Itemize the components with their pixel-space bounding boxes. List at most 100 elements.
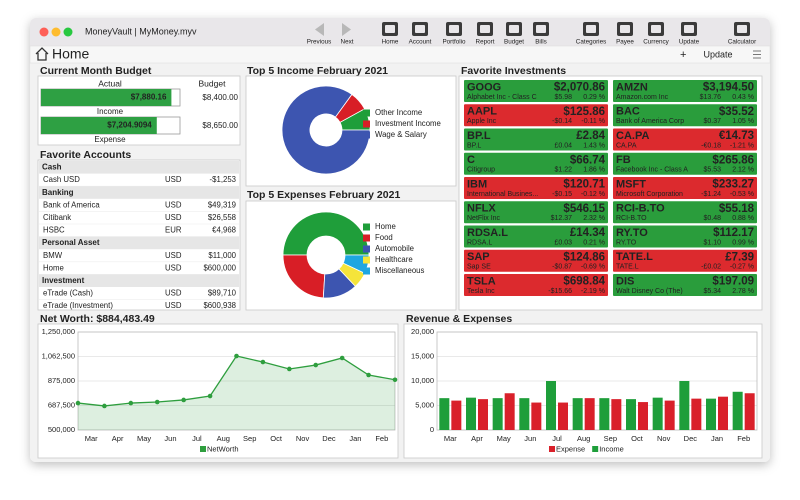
tile-change: £0.03 (554, 239, 572, 246)
investment-tile[interactable]: RY.TO $112.17 RY.TO $1.10 0.99 % (613, 225, 757, 248)
investment-tile[interactable]: C $66.74 Citigroup $1.22 1.86 % (464, 152, 608, 175)
toolbar-button[interactable]: Update (679, 22, 700, 46)
section-title: Top 5 Income February 2021 (247, 65, 388, 77)
investment-tile[interactable]: TSLA $698.84 Tesla Inc -$15.66 -2.19 % (464, 274, 608, 296)
tile-background (464, 80, 608, 102)
toolbar-button[interactable]: Portfolio (442, 22, 466, 46)
tile-percent: 1.43 % (583, 142, 605, 149)
tile-name: RY.TO (616, 239, 637, 246)
update-button[interactable]: Update (703, 49, 732, 59)
account-currency: EUR (165, 226, 182, 235)
investment-tile[interactable]: FB $265.86 Facebook Inc - Class A $5.53 2.12… (613, 152, 757, 175)
toolbar-button[interactable]: Home (382, 22, 399, 46)
investment-tile[interactable]: SAP $124.86 Sap SE -$0.87 -0.69 % (464, 249, 608, 272)
tile-price: $265.86 (712, 154, 754, 166)
investment-tile[interactable]: GOOG $2,070.86 Alphabet Inc - Class C $5.98… (464, 80, 608, 102)
account-currency: USD (165, 263, 182, 272)
tile-price: £7.39 (725, 251, 754, 263)
accounts-list: Cash Cash USD USD -$1,253 Banking Bank of Ame… (39, 161, 239, 310)
bar (706, 398, 716, 430)
tile-percent: -0.12 % (581, 191, 605, 198)
column-header: Budget (199, 78, 227, 88)
toolbar-button[interactable]: Previous (307, 23, 332, 46)
x-tick-label: Mar (444, 434, 457, 443)
add-button[interactable]: + (680, 49, 686, 61)
investment-tile[interactable]: AMZN $3,194.50 Amazon.com Inc $13.76 0.43 % (613, 80, 757, 102)
investment-tile[interactable]: NFLX $546.15 NetFlix Inc $12.37 2.32 % (464, 201, 608, 224)
tile-background (464, 274, 608, 296)
bar (546, 381, 556, 430)
toolbar-button[interactable]: Calculator (728, 22, 756, 46)
tile-name: International Busines... (467, 191, 538, 198)
x-tick-label: Aug (217, 434, 230, 443)
budget-actual: $7,880.16 (131, 93, 167, 102)
account-balance: $89,710 (208, 289, 237, 298)
toolbar-button[interactable]: Categories (576, 22, 606, 46)
tile-symbol: RCI-B.TO (616, 203, 665, 215)
toolbar-button[interactable]: Bills (533, 22, 549, 46)
tile-change: $5.53 (703, 167, 721, 174)
investment-tile[interactable]: RDSA.L £14.34 RDSA.L £0.03 0.21 % (464, 225, 608, 248)
toolbar-icon-detail (737, 25, 747, 33)
investment-tile[interactable]: BP.L £2.84 BP.L £0.04 1.43 % (464, 128, 608, 151)
minimize-button[interactable] (51, 27, 61, 37)
tile-percent: 0.99 % (732, 239, 754, 246)
tile-change: $1.22 (554, 167, 572, 174)
tile-percent: -1.21 % (730, 142, 754, 149)
bar (492, 398, 503, 430)
tile-price: $2,070.86 (554, 82, 605, 94)
section-title: Favorite Investments (461, 65, 566, 77)
investment-tile[interactable]: RCI-B.TO $55.18 RCI-B.TO $0.48 0.88 % (613, 201, 757, 224)
toolbar-icon-detail (620, 25, 630, 33)
legend-label: Food (375, 233, 393, 242)
investment-tile[interactable]: MSFT $233.27 Microsoft Corporation -$1.24 -0… (613, 177, 757, 199)
tile-name: RDSA.L (467, 239, 492, 246)
tile-price: $55.18 (719, 203, 755, 215)
tile-background (613, 274, 757, 296)
legend-swatch (592, 446, 599, 452)
tile-change: £0.04 (554, 142, 572, 149)
close-button[interactable] (39, 27, 49, 37)
toolbar-label: Bills (535, 39, 547, 46)
tile-symbol: BP.L (467, 130, 491, 142)
toolbar-button[interactable]: Next (341, 23, 354, 46)
area-fill (78, 356, 395, 430)
tile-price: $233.27 (712, 179, 754, 191)
group-name: Banking (42, 188, 74, 197)
y-tick-label: 20,000 (411, 327, 434, 336)
legend-swatch (363, 223, 370, 231)
tile-background (464, 249, 608, 272)
toolbar-label: Next (341, 39, 354, 46)
toolbar-button[interactable]: Report (476, 22, 495, 46)
legend-label: Expense (556, 444, 585, 453)
zoom-button[interactable] (63, 27, 73, 37)
investment-tile[interactable]: AAPL $125.86 Apple Inc -$0.14 -0.11 % (464, 104, 608, 127)
group-name: Cash (42, 163, 62, 172)
bar (519, 398, 530, 430)
toolbar-button[interactable]: Account (409, 22, 432, 46)
investment-tile[interactable]: CA.PA €14.73 CA.PA -€0.18 -1.21 % (613, 128, 757, 151)
investment-tile[interactable]: DIS $197.09 Walt Disney Co (The) $5.34 2.78 … (613, 274, 757, 296)
x-tick-label: May (137, 434, 151, 443)
toolbar-button[interactable]: Currency (643, 22, 670, 46)
bar (638, 402, 648, 430)
legend-swatch (363, 234, 370, 242)
toolbar-button[interactable]: Payee (616, 22, 634, 46)
tile-name: Citigroup (467, 167, 495, 174)
tile-name: Apple Inc (467, 118, 497, 125)
investment-tile[interactable]: TATE.L £7.39 TATE.L -£0.02 -0.27 % (613, 249, 757, 272)
x-tick-label: Mar (85, 434, 98, 443)
investment-tile[interactable]: IBM $120.71 International Busines... -$0.15… (464, 177, 608, 199)
tile-change: $13.76 (700, 94, 722, 101)
list-icon[interactable] (753, 50, 761, 59)
toolbar-button[interactable]: Budget (504, 22, 524, 46)
tile-change: -$1.24 (701, 191, 721, 198)
toolbar-label: Account (409, 39, 432, 46)
group-header (39, 274, 239, 287)
tile-percent: -0.69 % (581, 264, 605, 271)
tile-percent: -0.27 % (730, 264, 754, 271)
point (102, 403, 107, 409)
tile-change: -€0.18 (701, 142, 721, 149)
tile-symbol: TSLA (467, 275, 496, 287)
investment-tile[interactable]: BAC $35.52 Bank of America Corp $0.37 1.05 % (613, 104, 757, 127)
